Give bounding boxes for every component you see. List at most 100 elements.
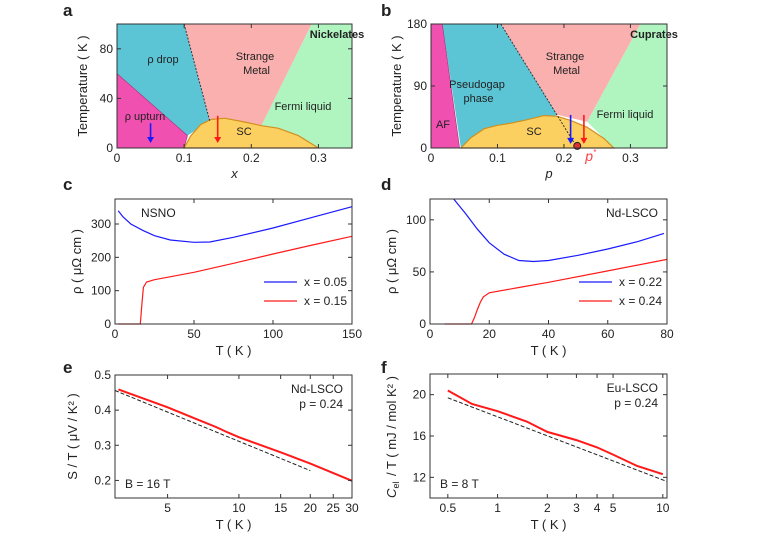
plot-frame (116, 23, 353, 149)
region-label: ρ drop (147, 54, 178, 66)
x-tick-label: 50 (187, 327, 201, 341)
phase-region-fermi-liquid (261, 24, 352, 148)
blue-arrowhead-icon (567, 137, 575, 144)
y-axis-label: C / T ( mJ / mol K² ) (384, 376, 399, 498)
region-label: ρ upturn (125, 111, 166, 123)
panel-d: d x = 0.22 x = 0.24 0 20 40 60 80 0 50 100 T ( K ) ρ… (381, 175, 674, 358)
data-line-red (447, 389, 664, 476)
panel-letter: c (63, 175, 72, 194)
sample-label: NSNO (141, 206, 176, 220)
y-tick-label: 90 (414, 79, 428, 93)
legend-label: x = 0.05 (304, 275, 347, 289)
x-tick-label: 0.1 (176, 151, 193, 165)
phase-region-pseudogap-phase (442, 24, 558, 148)
x-tick-label: 5 (610, 501, 617, 515)
y-tick-label: 0 (419, 317, 426, 331)
field-label: B = 8 T (440, 477, 479, 491)
x-tick-label: 100 (263, 327, 283, 341)
panel-letter: b (381, 1, 391, 20)
x-tick-label: 0.2 (243, 151, 260, 165)
y-axis-label: Temperature ( K ) (389, 35, 404, 136)
region-label: SC (526, 126, 541, 138)
y-axis-label-subscript: el (391, 481, 401, 488)
x-tick-label: 0 (428, 151, 435, 165)
x-tick-label: 0.3 (622, 151, 639, 165)
x-tick-label: 40 (542, 327, 556, 341)
region-label: Pseudogap phase (449, 79, 505, 105)
x-tick-label: 0 (114, 151, 121, 165)
blue-arrowhead-icon (147, 137, 155, 144)
x-tick-label: 60 (601, 327, 615, 341)
legend-label: x = 0.24 (619, 294, 662, 308)
y-tick-label: 100 (406, 213, 426, 227)
x-tick-label: 0 (427, 327, 434, 341)
panel-letter: e (63, 358, 72, 377)
data-line-red (444, 258, 668, 325)
x-tick-label: 10 (232, 501, 246, 515)
plot-frame (114, 374, 353, 499)
y-tick-label: 0.2 (94, 473, 111, 487)
panel-letter: a (63, 1, 73, 20)
x-tick-label: 15 (274, 501, 288, 515)
y-tick-label: 0 (106, 141, 113, 155)
y-tick-label: 0.5 (94, 368, 111, 382)
y-tick-label: 0 (104, 317, 111, 331)
x-axis-label: p (544, 166, 552, 181)
y-tick-label: 40 (100, 91, 114, 105)
x-tick-label: 150 (342, 327, 362, 341)
panel-e: e 5 10 15 20 25 30 0.2 0.3 0.4 0.5 T ( K ) S / T ( μ… (63, 358, 359, 532)
x-axis-label: T ( K ) (531, 343, 567, 358)
x-axis-label: x (230, 166, 238, 181)
x-tick-label: 20 (483, 327, 497, 341)
x-tick-label: 5 (164, 501, 171, 515)
phase-region-strange-metal (184, 24, 312, 126)
x-tick-label: 10 (656, 501, 670, 515)
y-tick-label: 80 (100, 42, 114, 56)
sample-label: Nd-LSCO (291, 382, 343, 396)
region-label: Fermi liquid (275, 101, 332, 113)
x-axis-label: T ( K ) (216, 343, 252, 358)
y-tick-label: 16 (413, 429, 427, 443)
y-tick-label: 100 (91, 284, 111, 298)
fit-dashed-line (114, 390, 311, 472)
x-tick-label: 0.2 (556, 151, 573, 165)
region-label: Strange Metal (236, 51, 275, 77)
region-label: Fermi liquid (597, 109, 654, 121)
y-tick-label: 0 (420, 141, 427, 155)
crossover-dashed-line (183, 23, 211, 121)
x-tick-label: 20 (304, 501, 318, 515)
fit-dashed-line (447, 397, 668, 482)
region-label: AF (436, 119, 450, 131)
sample-label: Nd-LSCO (606, 206, 658, 220)
phase-region-strange-metal (500, 24, 641, 122)
panel-c: c x = 0.05 x = 0.15 0 50 100 150 0 100 200 300 T ( … (63, 175, 362, 358)
red-arrowhead-icon (580, 137, 588, 144)
panel-a: a ρ drop Strange Metal Fermi liquid ρ upturn… (63, 1, 364, 181)
x-tick-label: 3 (573, 501, 580, 515)
y-tick-label: 200 (91, 250, 111, 264)
x-axis-label: T ( K ) (216, 517, 252, 532)
legend-label: x = 0.22 (619, 275, 662, 289)
region-label: SC (236, 126, 251, 138)
y-axis-label: S / T ( μV / K² ) (65, 393, 80, 479)
x-tick-label: 2 (544, 501, 551, 515)
y-tick-label: 50 (413, 265, 427, 279)
y-tick-label: 300 (91, 217, 111, 231)
x-tick-label: 1 (494, 501, 501, 515)
y-axis-label: ρ ( μΩ cm ) (384, 229, 399, 294)
y-axis-label: Temperature ( K ) (75, 35, 90, 136)
panel-letter: f (381, 358, 387, 377)
y-axis-label-group: C / T ( mJ / mol K² )el (384, 376, 401, 498)
panel-letter: d (381, 175, 391, 194)
doping-label: p = 0.24 (614, 396, 658, 410)
red-arrowhead-icon (214, 137, 222, 144)
legend-label: x = 0.15 (304, 294, 347, 308)
x-tick-label: 0.1 (489, 151, 506, 165)
phase-region-fermi-liquid (587, 24, 667, 148)
x-tick-label: 4 (594, 501, 601, 515)
panel-b: b Pseudogap phase Strange Metal Fermi liqui… (381, 1, 678, 181)
x-tick-label: 80 (660, 327, 674, 341)
sample-label: Eu-LSCO (607, 381, 658, 395)
x-tick-label: 0.5 (439, 501, 456, 515)
